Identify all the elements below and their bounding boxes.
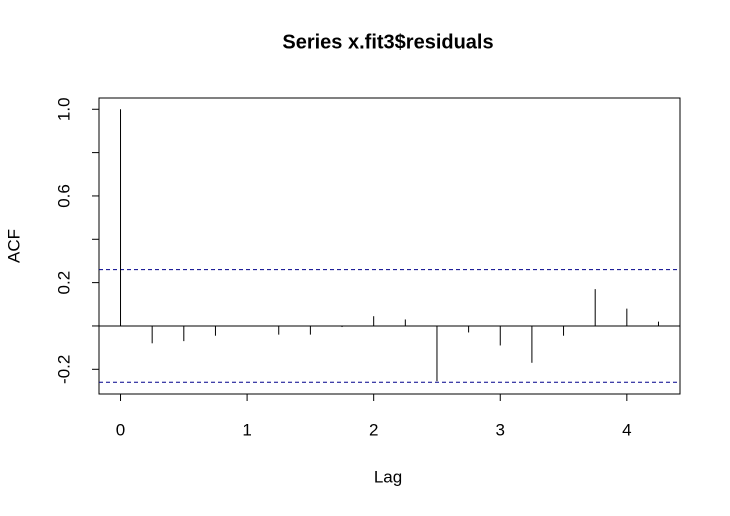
y-tick-label: 0.2: [54, 271, 73, 295]
y-tick-label: 0.6: [54, 184, 73, 208]
y-axis-label: ACF: [4, 229, 23, 263]
plot-frame: [98, 97, 681, 395]
x-tick-label: 0: [116, 420, 125, 439]
y-tick-label: 1.0: [54, 97, 73, 121]
x-tick-label: 1: [242, 420, 251, 439]
x-tick-label: 4: [622, 420, 631, 439]
x-tick-label: 2: [369, 420, 378, 439]
chart-title: Series x.fit3$residuals: [282, 31, 493, 53]
x-tick-label: 3: [496, 420, 505, 439]
x-axis-label: Lag: [374, 467, 402, 486]
y-tick-label: -0.2: [54, 355, 73, 384]
